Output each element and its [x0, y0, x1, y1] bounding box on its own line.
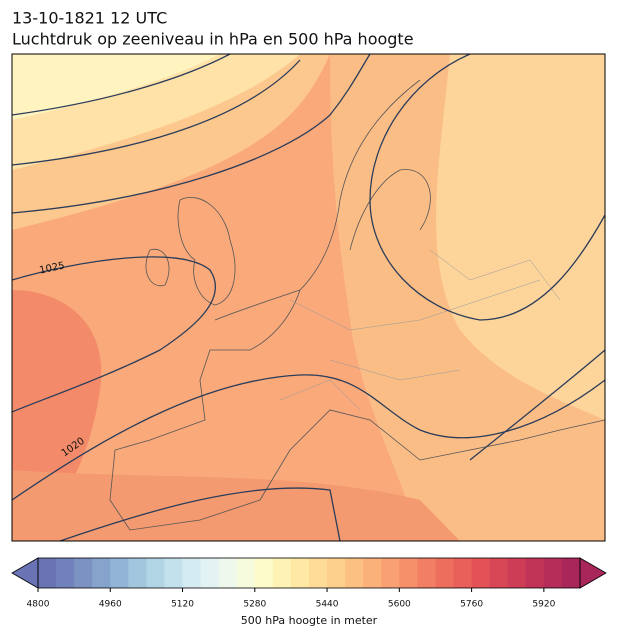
colorbar-tick-label: 5440 — [316, 600, 339, 610]
colorbar-band — [507, 558, 527, 588]
field — [12, 54, 220, 120]
colorbar-band — [435, 558, 455, 588]
colorbar-band — [92, 558, 111, 588]
colorbar-band — [56, 558, 75, 588]
colorbar-band — [345, 558, 364, 588]
colorbar-band — [164, 558, 184, 588]
colorbar-band — [525, 558, 545, 588]
colorbar-band — [471, 558, 491, 588]
country-border — [279, 249, 561, 411]
colorbar-band — [182, 558, 202, 588]
field — [12, 470, 460, 541]
isobar — [469, 349, 605, 461]
colorbar-band — [561, 558, 581, 588]
colorbar-band — [309, 558, 328, 588]
colorbar-extend-high — [579, 557, 607, 589]
isobar — [369, 54, 605, 321]
colorbar-band — [218, 558, 238, 588]
colorbar-band — [399, 558, 418, 588]
colorbar-band — [489, 558, 509, 588]
colorbar-band — [110, 558, 129, 588]
field — [436, 54, 605, 420]
map: 1025 1020 — [12, 54, 605, 541]
colorbar-band — [74, 558, 93, 588]
title: 13-10-1821 12 UTC — [12, 9, 167, 28]
colorbar-band — [272, 558, 292, 588]
colorbar-band — [381, 558, 400, 588]
colorbar-tick-label: 5280 — [243, 600, 266, 610]
contour-label: 1025 — [39, 260, 66, 276]
colorbar-frame — [37, 557, 581, 589]
colorbar-band — [290, 558, 310, 588]
colorbar-tick-label: 5600 — [388, 600, 411, 610]
isobar — [12, 54, 231, 116]
colorbar-band — [200, 558, 220, 588]
colorbar-tick-label: 4800 — [27, 600, 50, 610]
coastline — [145, 197, 236, 306]
isobar — [59, 487, 341, 541]
subtitle: Luchtdruk op zeeniveau in hPa en 500 hPa… — [12, 30, 414, 49]
colorbar-band — [327, 558, 346, 588]
colorbar-tick-label: 4960 — [99, 600, 122, 610]
colorbar-band — [236, 558, 256, 588]
colorbar-extend-low — [11, 557, 39, 589]
colorbar-band — [453, 558, 473, 588]
colorbar-label: 500 hPa hoogte in meter — [241, 614, 378, 627]
colorbar-tick-label: 5120 — [171, 600, 194, 610]
colorbar-band — [543, 558, 563, 588]
coastline — [109, 79, 605, 531]
colorbar-tick-label: 5920 — [532, 600, 555, 610]
colorbar-band — [254, 558, 274, 588]
colorbar-band — [146, 558, 165, 588]
isobar — [12, 256, 216, 413]
map-frame — [11, 53, 606, 542]
colorbar-band — [417, 558, 436, 588]
isobar — [12, 54, 371, 214]
colorbar-tick-label: 5760 — [460, 600, 483, 610]
colorbar: 4800 4960 5120 5280 5440 5600 5760 5920 — [11, 557, 607, 610]
colorbar-band — [128, 558, 147, 588]
isobar — [12, 59, 301, 166]
colorbar-band — [363, 558, 382, 588]
colorbar-band — [38, 558, 57, 588]
